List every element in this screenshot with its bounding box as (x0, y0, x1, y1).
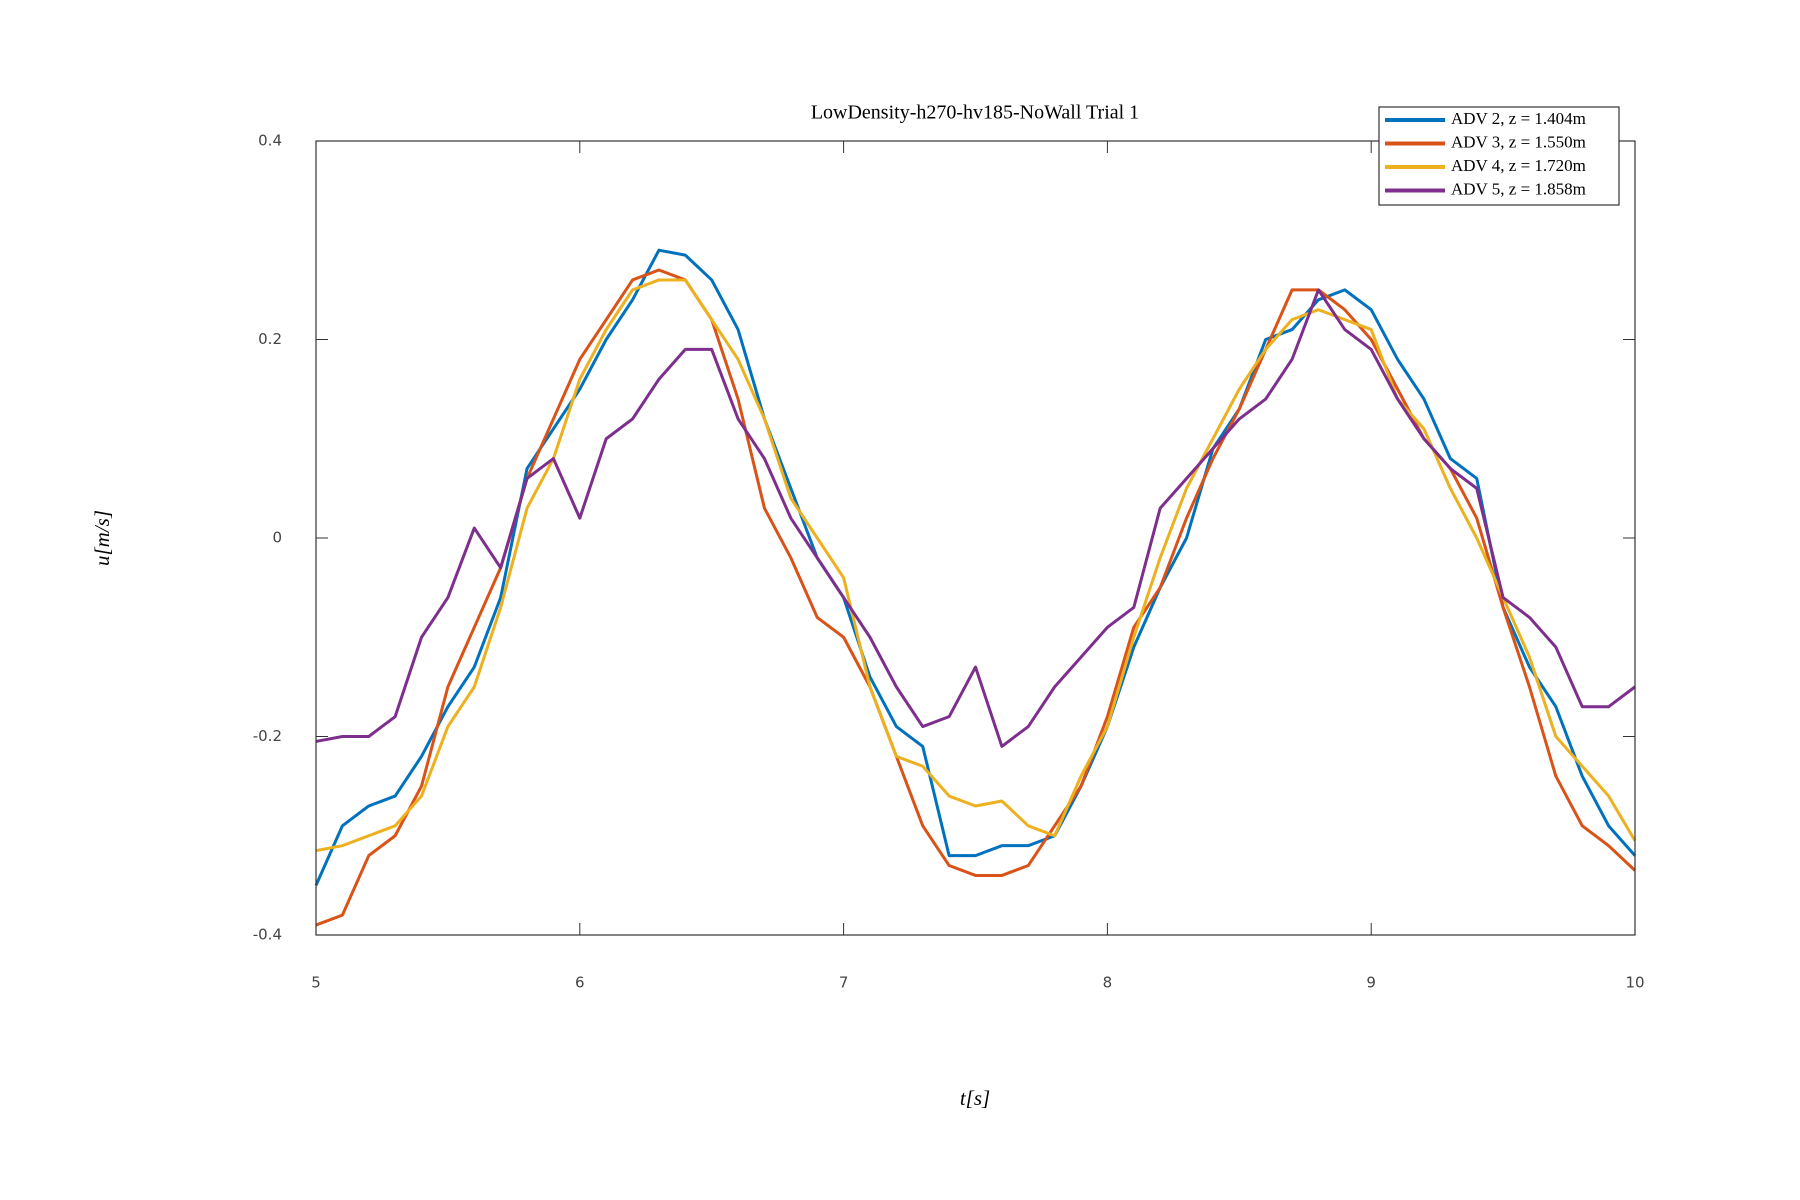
y-tick-label: 0 (272, 529, 282, 547)
legend-label: ADV 5, z = 1.858m (1451, 179, 1586, 198)
x-tick-label: 10 (1625, 974, 1644, 992)
y-axis-label: u[m/s] (90, 510, 114, 566)
x-tick-label: 9 (1366, 974, 1376, 992)
x-tick-label: 5 (311, 974, 321, 992)
y-tick-label: 0.2 (258, 330, 282, 348)
legend: ADV 2, z = 1.404m ADV 3, z = 1.550m ADV 4,… (1378, 106, 1620, 206)
y-tick-label: -0.4 (253, 926, 282, 944)
legend-label: ADV 2, z = 1.404m (1451, 109, 1586, 128)
y-tick-label: 0.4 (258, 132, 282, 150)
x-tick-label: 6 (575, 974, 585, 992)
legend-label: ADV 3, z = 1.550m (1451, 132, 1586, 151)
series-line (315, 278, 1637, 853)
x-tick-label: 7 (839, 974, 849, 992)
plot-frame (315, 140, 1636, 936)
series-line (315, 288, 1636, 748)
series-line (315, 268, 1637, 927)
x-tick-label: 8 (1103, 974, 1113, 992)
x-axis-label: t[s] (960, 1086, 990, 1110)
legend-label: ADV 4, z = 1.720m (1451, 156, 1586, 175)
chart-title: LowDensity-h270-hv185-NoWall Trial 1 (811, 102, 1139, 124)
y-tick-label: -0.2 (253, 727, 282, 745)
